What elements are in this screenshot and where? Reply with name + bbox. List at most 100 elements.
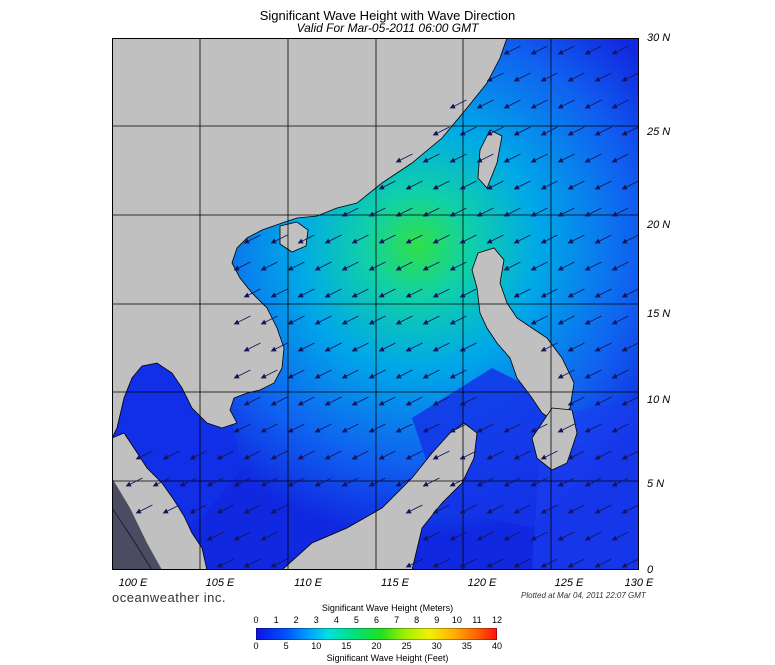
feet-tick: 40	[491, 641, 502, 651]
wave-arrow	[405, 558, 423, 568]
wave-arrow	[449, 531, 467, 541]
meter-tick: 6	[373, 615, 379, 625]
wave-arrow	[125, 477, 143, 487]
wave-arrow	[341, 423, 359, 433]
wave-arrow	[135, 504, 153, 514]
wave-arrow	[584, 99, 602, 109]
wave-arrow	[324, 288, 342, 298]
wave-arrow	[611, 477, 629, 487]
lat-label-25n: 25 N	[647, 126, 671, 138]
meter-tick: 2	[293, 615, 299, 625]
wave-arrow	[405, 504, 423, 514]
wave-arrow	[459, 450, 477, 460]
wave-arrow	[567, 504, 585, 514]
wave-arrow	[621, 558, 639, 568]
wave-arrow	[422, 477, 440, 487]
wave-arrow	[243, 558, 261, 568]
wave-arrow	[422, 261, 440, 271]
lat-label-5n: 5 N	[647, 478, 665, 490]
meter-tick: 4	[333, 615, 339, 625]
wave-arrow	[314, 423, 332, 433]
wave-arrow	[594, 234, 612, 244]
wave-arrow	[260, 315, 278, 325]
feet-tick: 10	[311, 641, 322, 651]
wave-arrow	[611, 261, 629, 271]
wave-arrow	[459, 234, 477, 244]
wave-arrow	[530, 261, 548, 271]
map-subtitle: Valid For Mar-05-2011 06:00 GMT	[296, 21, 479, 35]
wave-arrow	[594, 342, 612, 352]
wave-arrow	[449, 423, 467, 433]
wave-arrow	[297, 450, 315, 460]
wave-arrow	[297, 342, 315, 352]
wave-arrow	[611, 153, 629, 163]
wave-arrow	[233, 477, 251, 487]
wave-arrow	[621, 72, 639, 82]
wave-arrow	[233, 315, 251, 325]
wave-arrow	[378, 450, 396, 460]
wave-arrow	[459, 180, 477, 190]
wave-arrow	[378, 180, 396, 190]
wave-arrow	[513, 234, 531, 244]
wave-arrow	[351, 450, 369, 460]
wave-arrow	[621, 234, 639, 244]
meter-tick: 12	[491, 615, 502, 625]
wave-arrow	[243, 288, 261, 298]
wave-arrow	[459, 504, 477, 514]
wave-arrow	[486, 180, 504, 190]
wave-arrow	[287, 369, 305, 379]
wave-arrow	[567, 288, 585, 298]
wave-arrow	[621, 126, 639, 136]
wave-arrow	[530, 45, 548, 55]
wave-arrow	[486, 504, 504, 514]
wave-arrow	[567, 72, 585, 82]
wave-arrow	[476, 153, 494, 163]
wave-arrow	[233, 369, 251, 379]
wave-arrow	[270, 450, 288, 460]
wave-arrow	[557, 261, 575, 271]
wave-arrow	[179, 477, 197, 487]
wave-arrow	[513, 288, 531, 298]
meter-tick: 5	[353, 615, 359, 625]
wave-arrow	[395, 369, 413, 379]
wave-direction-arrows	[125, 45, 639, 568]
lon-label-105e: 105 E	[205, 577, 235, 589]
wave-arrow	[449, 153, 467, 163]
wave-arrow	[557, 531, 575, 541]
wave-arrow	[405, 396, 423, 406]
wave-arrow	[594, 450, 612, 460]
wave-arrow	[557, 369, 575, 379]
meter-tick: 11	[472, 615, 482, 625]
wave-arrow	[378, 396, 396, 406]
wave-arrow	[594, 396, 612, 406]
wave-arrow	[189, 504, 207, 514]
wave-arrow	[341, 369, 359, 379]
wave-arrow	[557, 477, 575, 487]
wave-arrow	[135, 450, 153, 460]
wave-arrow	[557, 207, 575, 217]
wave-arrow	[216, 558, 234, 568]
wave-arrow	[368, 261, 386, 271]
wave-arrow	[449, 207, 467, 217]
wave-arrow	[540, 288, 558, 298]
wave-arrow	[557, 423, 575, 433]
wave-arrow	[233, 423, 251, 433]
wave-arrow	[422, 531, 440, 541]
wave-arrow	[594, 126, 612, 136]
wave-arrow	[567, 234, 585, 244]
wave-arrow	[432, 342, 450, 352]
wave-arrow	[611, 45, 629, 55]
wave-arrow	[270, 342, 288, 352]
lat-label-10n: 10 N	[647, 394, 671, 406]
wave-arrow	[233, 531, 251, 541]
wave-arrow	[594, 504, 612, 514]
wave-arrow	[476, 207, 494, 217]
wave-arrow	[486, 234, 504, 244]
meter-tick: 7	[394, 615, 400, 625]
wave-arrow	[540, 342, 558, 352]
wave-arrow	[405, 342, 423, 352]
wave-arrow	[503, 153, 521, 163]
map-title: Significant Wave Height with Wave Direct…	[259, 8, 516, 23]
wave-arrow	[341, 261, 359, 271]
wave-arrow	[584, 153, 602, 163]
